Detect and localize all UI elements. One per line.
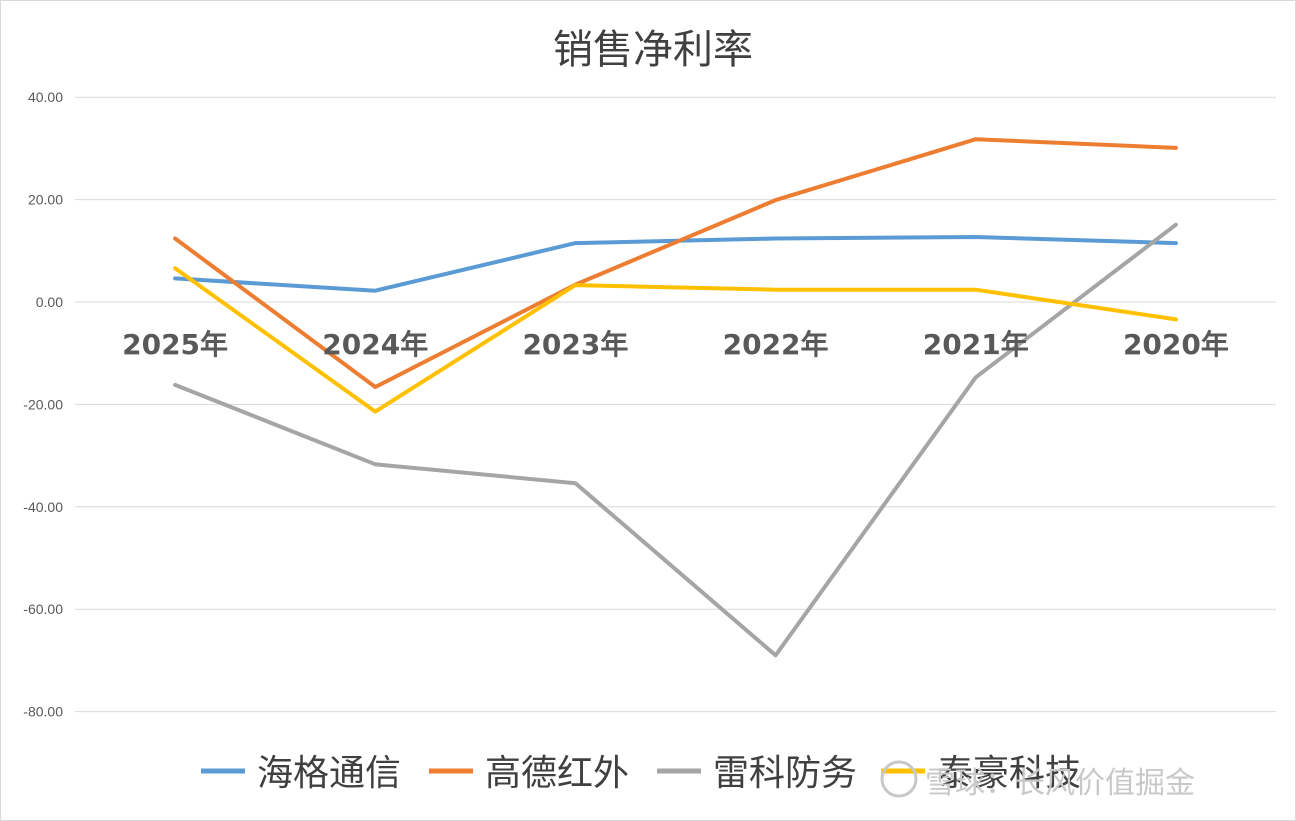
y-tick-label: -80.00 [23,704,63,720]
x-tick-label: 2025年 [122,328,228,361]
x-tick-label: 2023年 [522,328,628,361]
legend: 海格通信 高德红外 雷科防务 泰豪科技 [201,753,1081,794]
watermark-text: 雪球：长风价值掘金 [925,766,1195,801]
series-line [173,235,1178,293]
legend-label: 高德红外 [485,753,629,794]
chart-title: 销售净利率 [553,27,753,73]
x-tick-label: 2020年 [1123,328,1229,361]
y-tick-label: -40.00 [23,499,63,515]
legend-label: 海格通信 [257,753,401,794]
y-axis: 40.00 20.00 0.00 -20.00 -40.00 -60.00 -80.00 [23,89,63,719]
x-tick-label: 2024年 [322,328,428,361]
x-axis: 2025年 2024年 2023年 2022年 2021年 2020年 [122,328,1229,361]
y-tick-label: 40.00 [28,89,63,105]
x-tick-label: 2022年 [723,328,829,361]
y-tick-label: -60.00 [23,601,63,617]
gridlines [75,96,1276,713]
watermark: 雪球：长风价值掘金 [880,760,1195,801]
series-line [173,137,1178,389]
watermark-logo-icon [880,760,918,798]
series-line [173,222,1178,658]
y-tick-label: 0.00 [36,294,63,310]
series-line [173,266,1178,414]
y-tick-label: 20.00 [28,192,63,208]
y-tick-label: -20.00 [23,396,63,412]
series-lines [173,137,1178,658]
legend-label: 泰豪科技 [937,753,1081,794]
x-tick-label: 2021年 [923,328,1029,361]
legend-label: 雷科防务 [713,753,857,794]
